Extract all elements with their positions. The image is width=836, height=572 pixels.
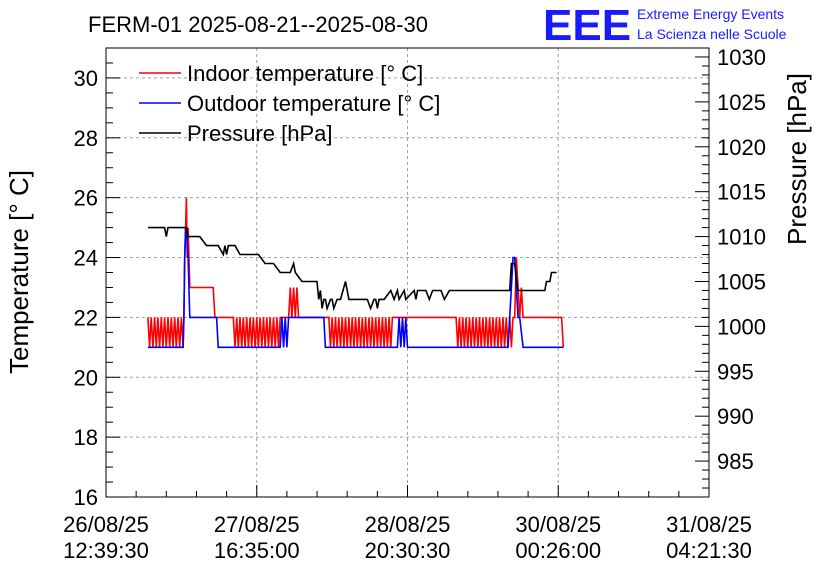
legend-label: Pressure [hPa]: [187, 121, 333, 146]
series-line-pressure: [147, 226, 557, 312]
legend: Indoor temperature [° C] Outdoor temperat…: [139, 61, 440, 146]
series-line-outdoor: [147, 226, 564, 349]
y-left-tick-label: 16: [74, 485, 98, 510]
y-left-tick-label: 24: [74, 246, 98, 271]
x-tick-label-date: 28/08/25: [365, 512, 451, 537]
y-right-tick-label: 1000: [717, 314, 766, 339]
y-right-tick-label: 1010: [717, 225, 766, 250]
y-left-tick-label: 22: [74, 305, 98, 330]
chart-title: FERM-01 2025-08-21--2025-08-30: [88, 12, 428, 37]
legend-label: Indoor temperature [° C]: [187, 61, 423, 86]
x-tick-label-time: 00:26:00: [515, 538, 601, 563]
series-line-indoor: [147, 197, 565, 348]
y-left-tick-label: 26: [74, 186, 98, 211]
axis-ticks: [105, 47, 710, 498]
brand-logo: EEE: [543, 1, 631, 50]
y-right-tick-label: 1030: [717, 45, 766, 70]
y-left-tick-label: 20: [74, 365, 98, 390]
y-right-tick-label: 1020: [717, 135, 766, 160]
brand: EEE Extreme Energy Events La Scienza nel…: [543, 1, 787, 50]
y-left-tick-label: 30: [74, 66, 98, 91]
plot-series: [147, 197, 565, 349]
x-tick-label-time: 16:35:00: [214, 538, 300, 563]
legend-label: Outdoor temperature [° C]: [187, 91, 440, 116]
y-left-tick-label: 18: [74, 425, 98, 450]
y-left-tick-label: 28: [74, 126, 98, 151]
x-tick-label-time: 04:21:30: [666, 538, 752, 563]
x-tick-label-date: 31/08/25: [666, 512, 752, 537]
y-axis-left-labels: 16 18 20 22 24 26 28 30: [74, 66, 98, 510]
brand-line-2: La Scienza nelle Scuole: [637, 26, 787, 42]
y-right-tick-label: 1025: [717, 90, 766, 115]
x-tick-label-time: 12:39:30: [63, 538, 149, 563]
y-axis-left-title: Temperature [° C]: [4, 170, 34, 374]
y-right-tick-label: 990: [717, 404, 754, 429]
x-tick-label-time: 20:30:30: [365, 538, 451, 563]
y-axis-right-labels: 985 990 995 1000 1005 1010 1015 1020 1025 1030: [717, 45, 766, 474]
brand-line-1: Extreme Energy Events: [637, 6, 784, 22]
y-right-tick-label: 995: [717, 359, 754, 384]
x-tick-label-date: 27/08/25: [214, 512, 300, 537]
y-right-tick-label: 985: [717, 449, 754, 474]
x-tick-label-date: 26/08/25: [63, 512, 149, 537]
y-axis-right-title: Pressure [hPa]: [782, 73, 812, 245]
y-right-tick-label: 1005: [717, 269, 766, 294]
x-tick-label-date: 30/08/25: [515, 512, 601, 537]
y-right-tick-label: 1015: [717, 180, 766, 205]
